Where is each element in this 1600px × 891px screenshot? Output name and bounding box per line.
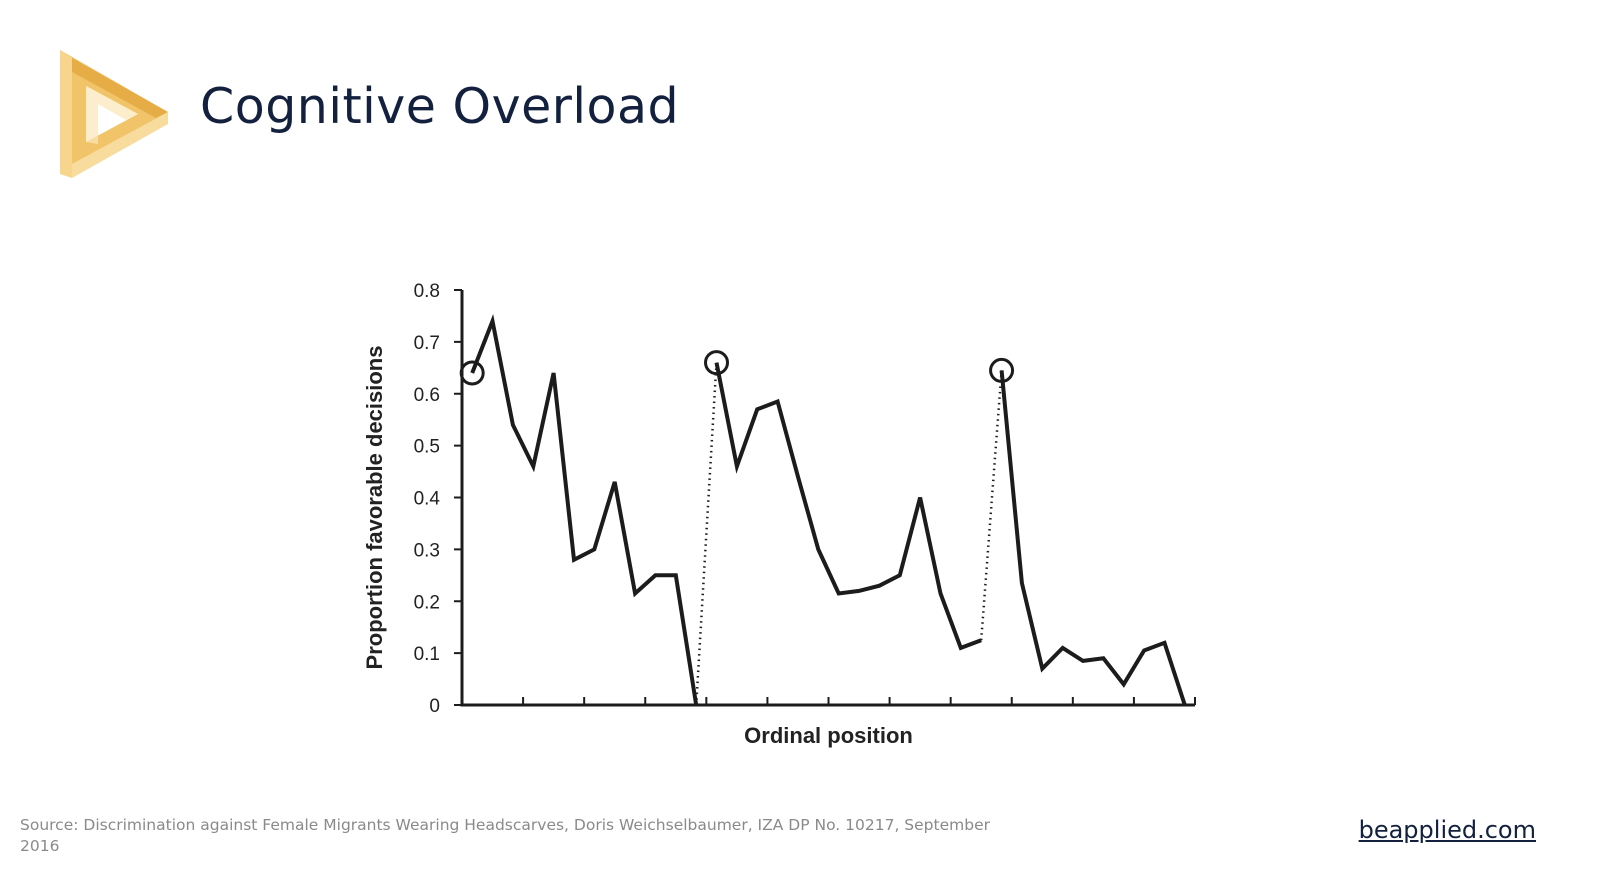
dotted-break-line bbox=[979, 370, 1003, 641]
series-line bbox=[470, 313, 699, 706]
y-tick-label: 0.4 bbox=[414, 489, 441, 510]
series-line bbox=[714, 362, 982, 651]
y-tick-label: 0.8 bbox=[414, 281, 440, 302]
y-tick-label: 0.2 bbox=[414, 592, 440, 613]
line-chart: 0 0.1 0.2 0.3 0.4 0.5 0.6 0.7 0.8 Ordinal positio… bbox=[362, 281, 1196, 748]
circled-data-point bbox=[459, 360, 485, 386]
series-line bbox=[999, 370, 1187, 706]
page-title: Cognitive Overload bbox=[200, 78, 680, 135]
play-triangle-logo-icon bbox=[60, 50, 168, 178]
circled-data-point bbox=[704, 350, 730, 376]
x-axis-label: Ordinal position bbox=[744, 723, 913, 748]
y-tick-label: 0.6 bbox=[414, 385, 440, 406]
y-tick-label: 0.1 bbox=[414, 644, 440, 665]
source-citation: Source: Discrimination against Female Mi… bbox=[20, 816, 990, 855]
y-tick-label: 0.7 bbox=[414, 333, 440, 354]
circled-data-point bbox=[989, 357, 1015, 383]
y-axis-label: Proportion favorable decisions bbox=[362, 346, 387, 670]
y-tick-label: 0.5 bbox=[414, 437, 440, 458]
site-link[interactable]: beapplied.com bbox=[1358, 816, 1536, 844]
dotted-break-line bbox=[694, 362, 718, 706]
y-tick-label: 0 bbox=[429, 696, 440, 717]
y-tick-label: 0.3 bbox=[414, 540, 440, 561]
